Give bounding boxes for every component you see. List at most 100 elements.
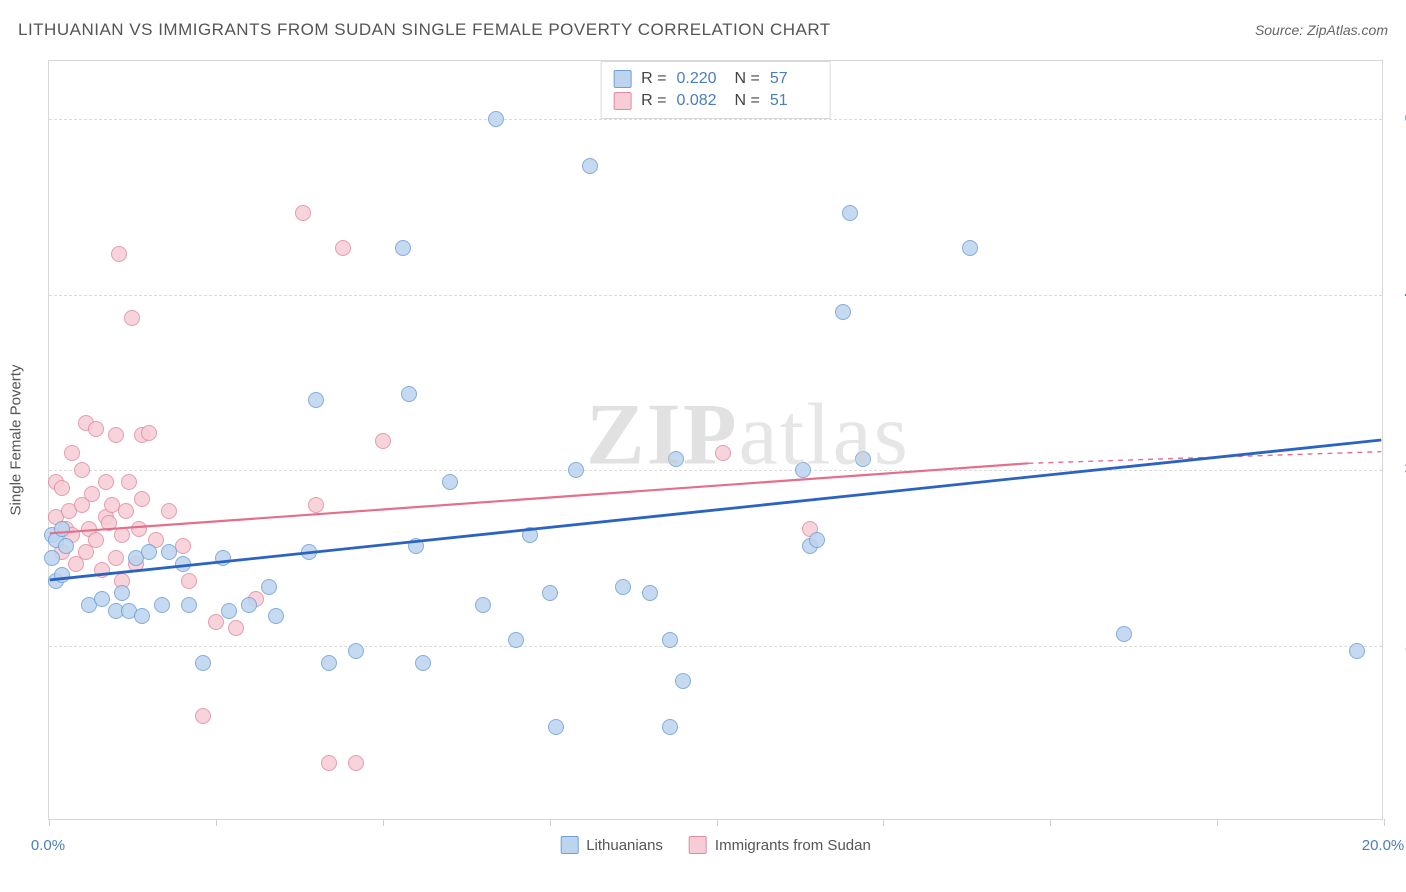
data-point: [321, 655, 337, 671]
corr-row-lithuanians: R = 0.220 N = 57: [613, 68, 818, 90]
data-point: [241, 597, 257, 613]
plot-area: ZIPatlas R = 0.220 N = 57 R = 0.082 N = …: [48, 60, 1383, 820]
y-tick-label: 15.0%: [1389, 636, 1406, 653]
data-point: [962, 240, 978, 256]
data-point: [108, 550, 124, 566]
r-label: R =: [641, 92, 666, 110]
data-point: [111, 246, 127, 262]
data-point: [395, 240, 411, 256]
source-attribution: Source: ZipAtlas.com: [1255, 22, 1388, 38]
r-value-sudan: 0.082: [677, 92, 725, 110]
data-point: [662, 719, 678, 735]
x-tick-label: 20.0%: [1362, 837, 1405, 854]
n-label: N =: [735, 92, 760, 110]
legend-swatch-lithuanians: [560, 836, 578, 854]
data-point: [98, 474, 114, 490]
data-point: [101, 515, 117, 531]
data-point: [855, 451, 871, 467]
data-point: [295, 205, 311, 221]
data-point: [348, 755, 364, 771]
data-point: [141, 544, 157, 560]
data-point: [181, 573, 197, 589]
data-point: [94, 591, 110, 607]
x-tick: [49, 819, 50, 826]
x-tick: [550, 819, 551, 826]
y-tick-label: 60.0%: [1389, 110, 1406, 127]
data-point: [542, 585, 558, 601]
r-label: R =: [641, 70, 666, 88]
gridline: [49, 295, 1382, 296]
trend-lines: [49, 61, 1382, 819]
legend-swatch-sudan: [689, 836, 707, 854]
data-point: [321, 755, 337, 771]
data-point: [141, 425, 157, 441]
data-point: [522, 527, 538, 543]
data-point: [809, 532, 825, 548]
data-point: [134, 491, 150, 507]
x-tick: [383, 819, 384, 826]
legend-item-lithuanians: Lithuanians: [560, 836, 663, 854]
data-point: [118, 503, 134, 519]
data-point: [74, 462, 90, 478]
data-point: [195, 708, 211, 724]
x-tick: [216, 819, 217, 826]
x-tick: [1217, 819, 1218, 826]
data-point: [675, 673, 691, 689]
r-value-lithuanians: 0.220: [677, 70, 725, 88]
scatter-plot: Single Female Poverty ZIPatlas R = 0.220…: [48, 60, 1383, 820]
data-point: [88, 532, 104, 548]
data-point: [662, 632, 678, 648]
source-name: ZipAtlas.com: [1307, 22, 1388, 38]
correlation-stats-box: R = 0.220 N = 57 R = 0.082 N = 51: [600, 61, 831, 119]
gridline: [49, 470, 1382, 471]
data-point: [181, 597, 197, 613]
data-point: [195, 655, 211, 671]
data-point: [1116, 626, 1132, 642]
data-point: [335, 240, 351, 256]
data-point: [1349, 643, 1365, 659]
data-point: [488, 111, 504, 127]
swatch-sudan: [613, 92, 631, 110]
y-tick-label: 45.0%: [1389, 285, 1406, 302]
watermark-light: atlas: [739, 386, 910, 483]
legend-item-sudan: Immigrants from Sudan: [689, 836, 871, 854]
data-point: [114, 527, 130, 543]
data-point: [842, 205, 858, 221]
data-point: [268, 608, 284, 624]
data-point: [54, 521, 70, 537]
data-point: [568, 462, 584, 478]
data-point: [308, 392, 324, 408]
data-point: [415, 655, 431, 671]
data-point: [54, 480, 70, 496]
data-point: [54, 567, 70, 583]
data-point: [215, 550, 231, 566]
data-point: [715, 445, 731, 461]
data-point: [64, 445, 80, 461]
gridline: [49, 646, 1382, 647]
data-point: [161, 503, 177, 519]
data-point: [308, 497, 324, 513]
gridline: [49, 119, 1382, 120]
data-point: [301, 544, 317, 560]
data-point: [835, 304, 851, 320]
x-tick: [717, 819, 718, 826]
data-point: [442, 474, 458, 490]
data-point: [348, 643, 364, 659]
data-point: [615, 579, 631, 595]
data-point: [795, 462, 811, 478]
legend-label-sudan: Immigrants from Sudan: [715, 837, 871, 854]
watermark-bold: ZIP: [586, 386, 739, 483]
data-point: [108, 427, 124, 443]
data-point: [121, 474, 137, 490]
data-point: [134, 608, 150, 624]
bottom-legend: Lithuanians Immigrants from Sudan: [560, 836, 871, 854]
data-point: [84, 486, 100, 502]
data-point: [261, 579, 277, 595]
x-tick: [1384, 819, 1385, 826]
x-tick: [1050, 819, 1051, 826]
data-point: [408, 538, 424, 554]
data-point: [208, 614, 224, 630]
data-point: [548, 719, 564, 735]
data-point: [668, 451, 684, 467]
data-point: [228, 620, 244, 636]
